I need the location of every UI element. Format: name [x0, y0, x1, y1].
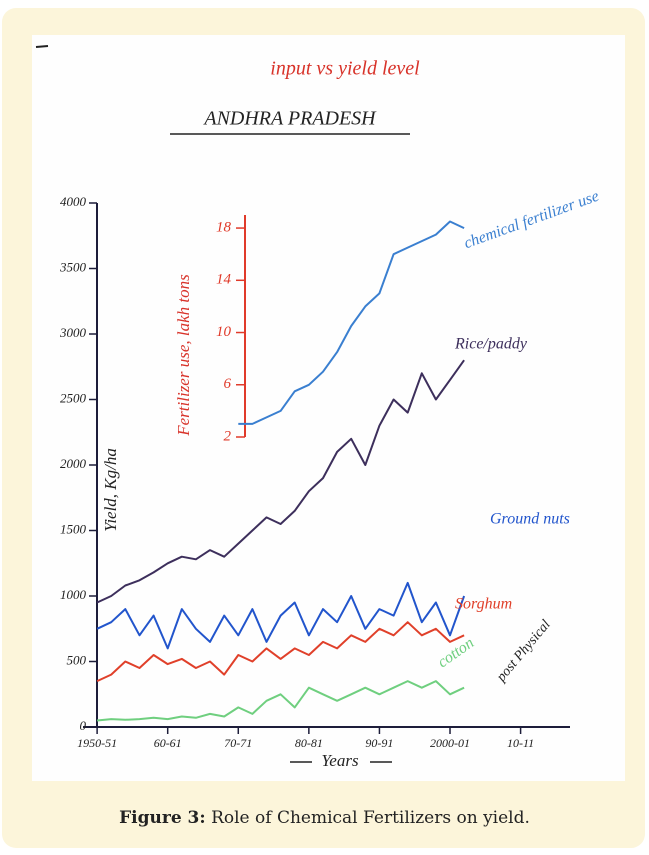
- y-tick-label: 2500: [60, 390, 87, 405]
- x-tick-label: 70-71: [224, 736, 252, 750]
- series-line: [238, 220, 465, 425]
- x-tick-label: 1950-51: [77, 736, 117, 750]
- y2-tick-label: 14: [216, 272, 232, 288]
- series-line: [96, 359, 465, 604]
- scan-mark: [35, 45, 49, 48]
- scan-area: [32, 35, 625, 781]
- caption-label: Figure 3:: [119, 808, 206, 828]
- y-tick-label: 2000: [60, 456, 87, 471]
- y2-tick-label: 10: [216, 324, 232, 340]
- x-tick-label: 90-91: [365, 736, 393, 750]
- x-tick-label: 10-11: [507, 736, 534, 750]
- y-tick-label: 500: [67, 652, 87, 667]
- x-tick-label: 60-61: [154, 736, 182, 750]
- y2-tick-label: 18: [216, 219, 232, 235]
- series-label: Rice/paddy: [454, 336, 528, 353]
- y-tick-label: 3000: [59, 325, 87, 340]
- series-line: [97, 680, 465, 722]
- x-tick-label: 2000-01: [430, 736, 470, 750]
- y2-tick-label: 6: [224, 376, 232, 392]
- caption: Figure 3: Role of Chemical Fertilizers o…: [0, 808, 649, 828]
- x-axis-label: Years: [321, 751, 359, 770]
- chart-title: ANDHRA PRADESH: [202, 108, 377, 130]
- x-tick-label: 80-81: [295, 736, 323, 750]
- y-tick-label: 4000: [60, 194, 87, 209]
- series-label: Ground nuts: [490, 511, 570, 528]
- y-tick-label: 1000: [60, 587, 87, 602]
- y2-tick-label: 2: [224, 428, 232, 444]
- series-line: [96, 581, 466, 650]
- series-label: Sorghum: [455, 596, 512, 613]
- caption-text: Role of Chemical Fertilizers on yield.: [211, 808, 530, 828]
- y-axis-label: Yield, Kg/ha: [101, 448, 120, 532]
- series-line: [96, 621, 465, 683]
- chart-subtitle: input vs yield level: [270, 58, 420, 80]
- y-tick-label: 0: [80, 718, 87, 733]
- y2-axis-label: Fertilizer use, lakh tons: [174, 274, 193, 437]
- y-tick-label: 1500: [60, 521, 87, 536]
- y-tick-label: 3500: [59, 259, 87, 274]
